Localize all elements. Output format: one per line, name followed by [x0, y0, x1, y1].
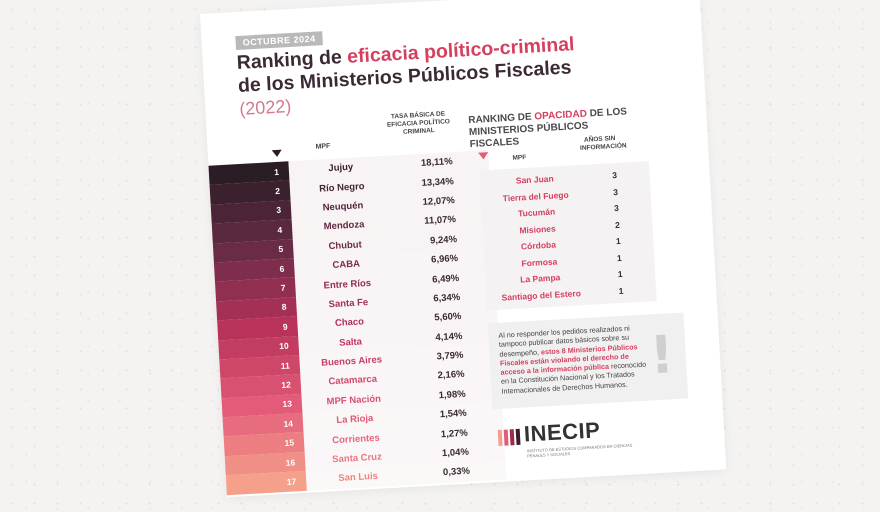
opacity-years-value: 2	[614, 219, 621, 230]
rank-mpf-name: Santa Cruz	[331, 451, 383, 466]
title-year: (2022)	[238, 96, 292, 119]
rank-mpf-name: Catamarca	[328, 374, 378, 388]
opacity-years-value: 3	[613, 203, 620, 214]
rank-mpf-name: MPF Nación	[326, 393, 382, 408]
rank-value: 9,24%	[429, 233, 458, 247]
rank-value: 18,11%	[420, 156, 453, 170]
rank-value: 2,16%	[437, 369, 465, 382]
rank-value: 6,96%	[430, 253, 459, 266]
rank-mpf-name: Jujuy	[328, 161, 354, 175]
rank-mpf-name: Neuquén	[322, 200, 364, 214]
rank-value: 13,34%	[421, 175, 455, 189]
logo-word: INECIP	[523, 417, 601, 447]
logo-bars-icon	[497, 428, 521, 447]
rank-mpf-name: Río Negro	[318, 180, 365, 195]
opacity-table: San Juan 3 Tierra del Fuego 3 Tucumán 3 Mision…	[479, 161, 657, 311]
opacity-years-value: 1	[618, 285, 624, 296]
note-text: Al no responder los pedidos realizados n…	[498, 322, 651, 396]
rank-value: 1,54%	[439, 408, 468, 421]
rank-mpf-name: Salta	[338, 336, 363, 349]
rank-number: 17	[225, 471, 307, 495]
rank-value: 3,79%	[436, 349, 464, 363]
col-header-tasa: TASA BÁSICA DE EFICACIA POLÍTICO CRIMINA…	[386, 110, 451, 136]
opacity-mpf-name: Santiago del Estero	[501, 287, 582, 303]
ranking-table: 1 Jujuy 18,11% 2 Río Negro 13,34% 3 Neuquén 12,0…	[208, 150, 507, 495]
rank-value: 1,04%	[441, 446, 470, 460]
rank-mpf-name: Buenos Aires	[320, 354, 383, 369]
rank-mpf-name: Chaco	[334, 316, 365, 330]
rank-value: 6,49%	[431, 272, 460, 285]
exclamation-icon: !	[648, 325, 676, 387]
opacity-years-value: 1	[615, 236, 621, 247]
opacity-years-value: 1	[616, 252, 622, 263]
rank-value: 1,98%	[438, 388, 466, 402]
opacity-col-header-mpf: MPF	[512, 154, 527, 162]
opacity-years-value: 3	[612, 186, 619, 197]
rank-value: 0,33%	[442, 466, 471, 479]
rank-value: 6,34%	[433, 291, 461, 305]
inecip-logo: INECIP INSTITUTO DE ESTUDIOS COMPARADOS …	[497, 417, 633, 458]
opacity-col-header-anios: AÑOS SIN INFORMACIÓN	[579, 135, 627, 152]
note-box: Al no responder los pedidos realizados n…	[487, 312, 689, 410]
rank-value: 4,14%	[435, 330, 463, 344]
rank-mpf-name: La Rioja	[336, 413, 374, 427]
rank-mpf-name: Chubut	[328, 239, 363, 252]
rank-mpf-name: Mendoza	[323, 219, 365, 233]
rank-mpf-name: Corrientes	[331, 432, 380, 446]
arrow-down-icon	[271, 149, 283, 158]
infographic-card: OCTUBRE 2024 Ranking de eficacia polític…	[200, 0, 727, 498]
rank-value: 1,27%	[440, 427, 469, 440]
rank-mpf-name: CABA	[332, 258, 361, 272]
opacity-years-value: 3	[612, 170, 618, 181]
rank-mpf-name: Entre Ríos	[323, 277, 372, 292]
arrow-down-icon	[478, 152, 489, 160]
col-header-mpf: MPF	[315, 142, 331, 151]
rank-mpf-name: Santa Fe	[328, 296, 369, 311]
rank-value: 5,60%	[434, 311, 462, 324]
rank-mpf-name: San Luis	[338, 471, 379, 485]
opacity-years-value: 1	[617, 269, 623, 280]
rank-value: 12,07%	[422, 195, 456, 208]
rank-value: 11,07%	[423, 214, 457, 228]
